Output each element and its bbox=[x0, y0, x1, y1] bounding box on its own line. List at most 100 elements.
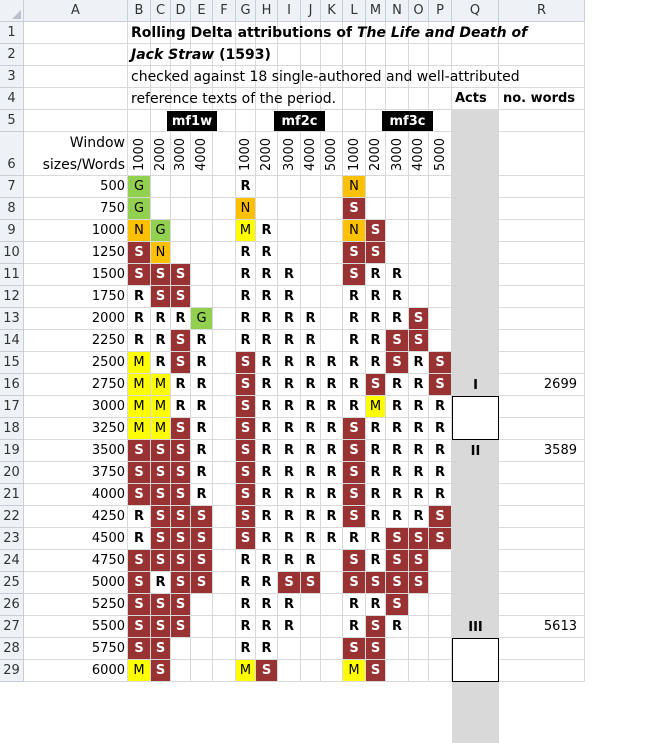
cell[interactable] bbox=[256, 264, 278, 286]
cell[interactable] bbox=[499, 110, 585, 132]
cell[interactable] bbox=[213, 396, 236, 418]
cell[interactable] bbox=[256, 572, 278, 594]
cell[interactable] bbox=[171, 176, 191, 198]
cell[interactable] bbox=[499, 440, 585, 462]
cell[interactable] bbox=[366, 462, 386, 484]
cell[interactable] bbox=[278, 616, 301, 638]
cell[interactable] bbox=[24, 616, 128, 638]
cell[interactable] bbox=[499, 220, 585, 242]
row-header-12[interactable]: 12 bbox=[0, 286, 24, 308]
cell[interactable] bbox=[452, 44, 499, 66]
cell[interactable] bbox=[343, 638, 366, 660]
cell[interactable] bbox=[128, 374, 151, 396]
cell[interactable] bbox=[366, 220, 386, 242]
cell[interactable] bbox=[128, 550, 151, 572]
cell[interactable] bbox=[128, 330, 151, 352]
cell[interactable] bbox=[301, 550, 321, 572]
cell[interactable] bbox=[278, 88, 301, 110]
column-header-i[interactable]: I bbox=[278, 0, 301, 22]
cell[interactable] bbox=[429, 440, 452, 462]
cell[interactable] bbox=[366, 352, 386, 374]
cell[interactable] bbox=[409, 352, 429, 374]
row-header-15[interactable]: 15 bbox=[0, 352, 24, 374]
cell[interactable] bbox=[128, 264, 151, 286]
cell[interactable] bbox=[366, 506, 386, 528]
cell[interactable] bbox=[213, 176, 236, 198]
cell[interactable] bbox=[499, 352, 585, 374]
cell[interactable] bbox=[24, 572, 128, 594]
row-header-10[interactable]: 10 bbox=[0, 242, 24, 264]
cell[interactable] bbox=[128, 440, 151, 462]
cell[interactable] bbox=[171, 44, 191, 66]
cell[interactable] bbox=[366, 242, 386, 264]
cell[interactable] bbox=[429, 198, 452, 220]
cell[interactable] bbox=[236, 352, 256, 374]
cell[interactable] bbox=[213, 330, 236, 352]
cell[interactable] bbox=[213, 594, 236, 616]
cell[interactable] bbox=[386, 286, 409, 308]
column-header-q[interactable]: Q bbox=[452, 0, 499, 22]
cell[interactable] bbox=[343, 330, 366, 352]
cell[interactable] bbox=[213, 242, 236, 264]
cell[interactable] bbox=[366, 638, 386, 660]
cell[interactable] bbox=[191, 352, 213, 374]
cell[interactable] bbox=[499, 550, 585, 572]
cell[interactable] bbox=[171, 242, 191, 264]
cell[interactable] bbox=[409, 330, 429, 352]
cell[interactable] bbox=[151, 308, 171, 330]
cell[interactable] bbox=[301, 418, 321, 440]
cell[interactable] bbox=[366, 330, 386, 352]
cell[interactable] bbox=[256, 418, 278, 440]
cell[interactable] bbox=[409, 176, 429, 198]
cell[interactable] bbox=[236, 616, 256, 638]
cell[interactable] bbox=[429, 374, 452, 396]
cell[interactable] bbox=[213, 22, 236, 44]
cell[interactable] bbox=[256, 528, 278, 550]
cell[interactable] bbox=[278, 286, 301, 308]
cell[interactable] bbox=[366, 198, 386, 220]
column-header-k[interactable]: K bbox=[321, 0, 343, 22]
cell[interactable] bbox=[213, 550, 236, 572]
cell[interactable] bbox=[236, 110, 256, 132]
cell[interactable] bbox=[343, 660, 366, 682]
cell[interactable] bbox=[278, 528, 301, 550]
cell[interactable] bbox=[499, 286, 585, 308]
column-header-m[interactable]: M bbox=[366, 0, 386, 22]
cell[interactable] bbox=[366, 616, 386, 638]
cell[interactable] bbox=[191, 462, 213, 484]
cell[interactable] bbox=[321, 88, 343, 110]
cell[interactable] bbox=[128, 176, 151, 198]
cell[interactable] bbox=[366, 22, 386, 44]
cell[interactable] bbox=[236, 594, 256, 616]
cell[interactable] bbox=[128, 22, 151, 44]
cell[interactable] bbox=[191, 660, 213, 682]
row-header-5[interactable]: 5 bbox=[0, 110, 24, 132]
cell[interactable] bbox=[366, 264, 386, 286]
cell[interactable] bbox=[236, 132, 256, 176]
cell[interactable] bbox=[128, 44, 151, 66]
cell[interactable] bbox=[429, 264, 452, 286]
cell[interactable] bbox=[301, 484, 321, 506]
column-header-d[interactable]: D bbox=[171, 0, 191, 22]
row-header-17[interactable]: 17 bbox=[0, 396, 24, 418]
cell[interactable] bbox=[171, 506, 191, 528]
cell[interactable] bbox=[236, 506, 256, 528]
cell[interactable] bbox=[191, 594, 213, 616]
cell[interactable] bbox=[321, 506, 343, 528]
cell[interactable] bbox=[171, 22, 191, 44]
cell[interactable] bbox=[24, 550, 128, 572]
cell[interactable] bbox=[343, 198, 366, 220]
cell[interactable] bbox=[213, 374, 236, 396]
row-header-26[interactable]: 26 bbox=[0, 594, 24, 616]
cell[interactable] bbox=[256, 440, 278, 462]
column-header-b[interactable]: B bbox=[128, 0, 151, 22]
cell[interactable] bbox=[386, 528, 409, 550]
cell[interactable] bbox=[409, 440, 429, 462]
cell[interactable] bbox=[151, 264, 171, 286]
column-header-o[interactable]: O bbox=[409, 0, 429, 22]
column-header-g[interactable]: G bbox=[236, 0, 256, 22]
cell[interactable] bbox=[321, 572, 343, 594]
row-header-19[interactable]: 19 bbox=[0, 440, 24, 462]
cell[interactable] bbox=[409, 418, 429, 440]
cell[interactable] bbox=[499, 374, 585, 396]
